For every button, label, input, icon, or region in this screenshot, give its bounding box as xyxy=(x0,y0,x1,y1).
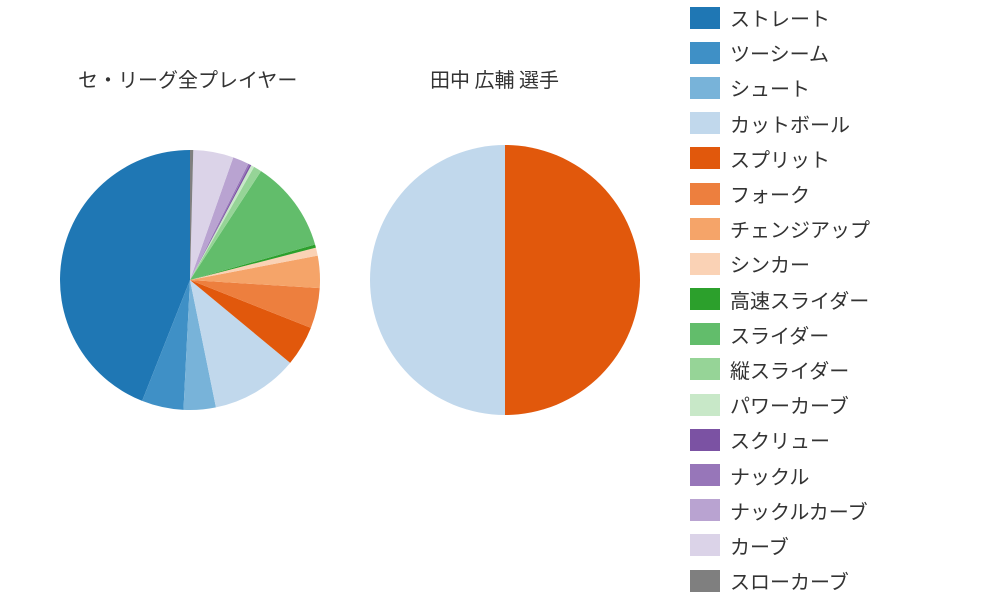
legend-swatch xyxy=(690,499,720,521)
legend-item: スプリット xyxy=(680,141,1000,176)
legend-label: パワーカーブ xyxy=(730,390,849,419)
legend-label: シンカー xyxy=(730,249,810,278)
pie-slice xyxy=(370,145,505,415)
legend-item: チェンジアップ xyxy=(680,211,1000,246)
legend-swatch xyxy=(690,394,720,416)
legend-swatch xyxy=(690,288,720,310)
legend-item: カーブ xyxy=(680,528,1000,563)
legend-label: カーブ xyxy=(730,531,789,560)
legend-swatch xyxy=(690,218,720,240)
legend-swatch xyxy=(690,147,720,169)
legend-item: 縦スライダー xyxy=(680,352,1000,387)
legend-label: ストレート xyxy=(730,3,830,32)
legend-item: スローカーブ xyxy=(680,563,1000,598)
legend-label: スローカーブ xyxy=(730,566,849,595)
legend-swatch xyxy=(690,570,720,592)
legend-item: 高速スライダー xyxy=(680,282,1000,317)
legend-item: シンカー xyxy=(680,246,1000,281)
legend-label: スクリュー xyxy=(730,425,830,454)
legend-label: カットボール xyxy=(730,109,850,138)
legend: ストレートツーシームシュートカットボールスプリットフォークチェンジアップシンカー… xyxy=(680,0,1000,598)
legend-swatch xyxy=(690,112,720,134)
legend-label: 縦スライダー xyxy=(730,355,849,384)
legend-label: ツーシーム xyxy=(730,38,829,67)
legend-item: スライダー xyxy=(680,317,1000,352)
legend-label: スプリット xyxy=(730,144,830,173)
legend-swatch xyxy=(690,253,720,275)
legend-label: ナックルカーブ xyxy=(730,496,868,525)
legend-item: カットボール xyxy=(680,106,1000,141)
legend-swatch xyxy=(690,534,720,556)
legend-swatch xyxy=(690,464,720,486)
legend-swatch xyxy=(690,429,720,451)
legend-swatch xyxy=(690,77,720,99)
legend-swatch xyxy=(690,7,720,29)
legend-swatch xyxy=(690,183,720,205)
legend-label: 高速スライダー xyxy=(730,285,869,314)
legend-item: ナックルカーブ xyxy=(680,493,1000,528)
legend-label: シュート xyxy=(730,73,810,102)
legend-item: ナックル xyxy=(680,457,1000,492)
legend-swatch xyxy=(690,323,720,345)
pie-slice xyxy=(505,145,640,415)
legend-item: シュート xyxy=(680,70,1000,105)
legend-label: ナックル xyxy=(730,461,809,490)
legend-item: フォーク xyxy=(680,176,1000,211)
legend-label: フォーク xyxy=(730,179,810,208)
legend-swatch xyxy=(690,358,720,380)
chart-container: セ・リーグ全プレイヤー 田中 広輔 選手 44.010.811.4 50.050… xyxy=(0,0,1000,600)
legend-item: スクリュー xyxy=(680,422,1000,457)
legend-label: スライダー xyxy=(730,320,829,349)
legend-swatch xyxy=(690,42,720,64)
legend-item: パワーカーブ xyxy=(680,387,1000,422)
legend-item: ツーシーム xyxy=(680,35,1000,70)
legend-label: チェンジアップ xyxy=(730,214,870,243)
legend-item: ストレート xyxy=(680,0,1000,35)
